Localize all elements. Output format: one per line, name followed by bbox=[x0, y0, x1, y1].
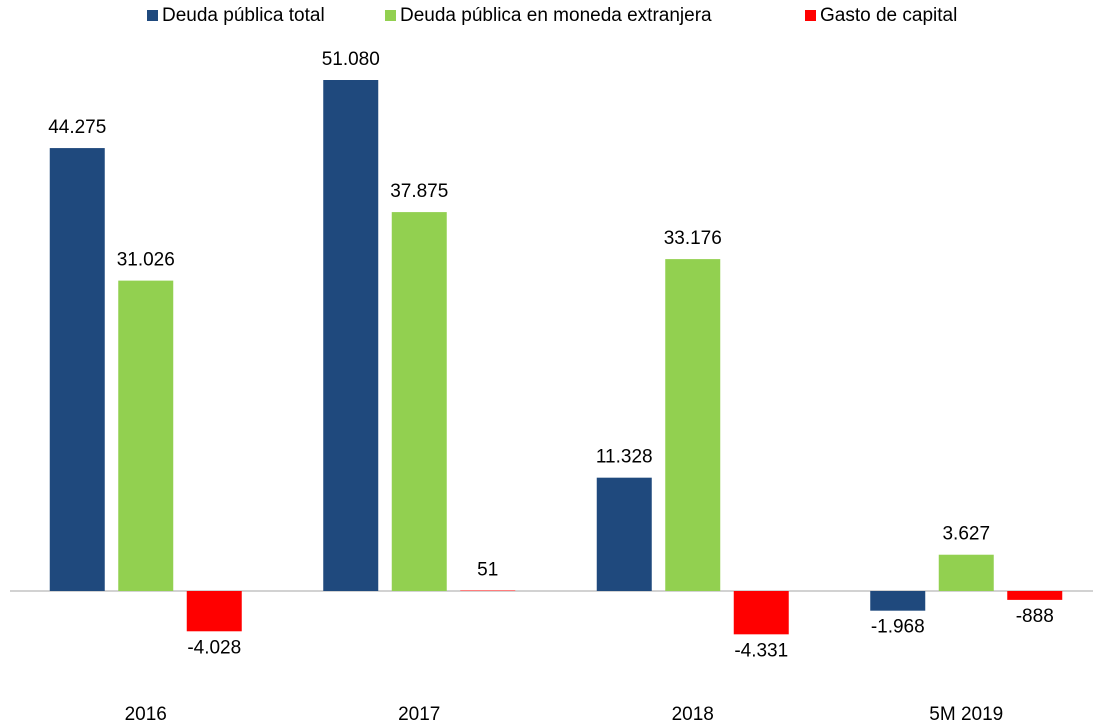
data-label: 33.176 bbox=[664, 228, 722, 249]
bar bbox=[1007, 591, 1063, 600]
data-label: 11.328 bbox=[596, 447, 653, 468]
x-tick-label: 2016 bbox=[125, 704, 167, 725]
data-label: 44.275 bbox=[48, 117, 106, 138]
bar bbox=[323, 80, 379, 591]
bar bbox=[391, 212, 447, 592]
bar bbox=[665, 259, 721, 591]
bar bbox=[186, 591, 242, 632]
x-tick-label: 2017 bbox=[398, 704, 440, 725]
legend-label: Deuda pública total bbox=[162, 5, 325, 26]
legend-swatch bbox=[805, 10, 816, 21]
data-label: 51 bbox=[477, 560, 498, 581]
legend-swatch bbox=[147, 10, 158, 21]
bar bbox=[460, 590, 516, 591]
data-label: -4.028 bbox=[187, 637, 241, 658]
data-label: -888 bbox=[1016, 606, 1054, 627]
legend-label: Deuda pública en moneda extranjera bbox=[400, 5, 712, 26]
x-tick-label: 2018 bbox=[672, 704, 714, 725]
x-tick-label: 5M 2019 bbox=[929, 704, 1003, 725]
data-label: -4.331 bbox=[734, 640, 788, 661]
bar bbox=[870, 591, 926, 611]
bar bbox=[733, 591, 789, 635]
legend-label: Gasto de capital bbox=[820, 5, 957, 26]
data-label: -1.968 bbox=[871, 617, 925, 638]
data-label: 51.080 bbox=[322, 49, 380, 70]
data-label: 31.026 bbox=[117, 250, 175, 271]
data-label: 37.875 bbox=[390, 181, 448, 202]
legend-swatch bbox=[385, 10, 396, 21]
bar bbox=[49, 148, 105, 591]
bar bbox=[118, 280, 174, 591]
bar bbox=[596, 477, 652, 591]
bar bbox=[938, 554, 994, 591]
data-label: 3.627 bbox=[942, 524, 990, 545]
